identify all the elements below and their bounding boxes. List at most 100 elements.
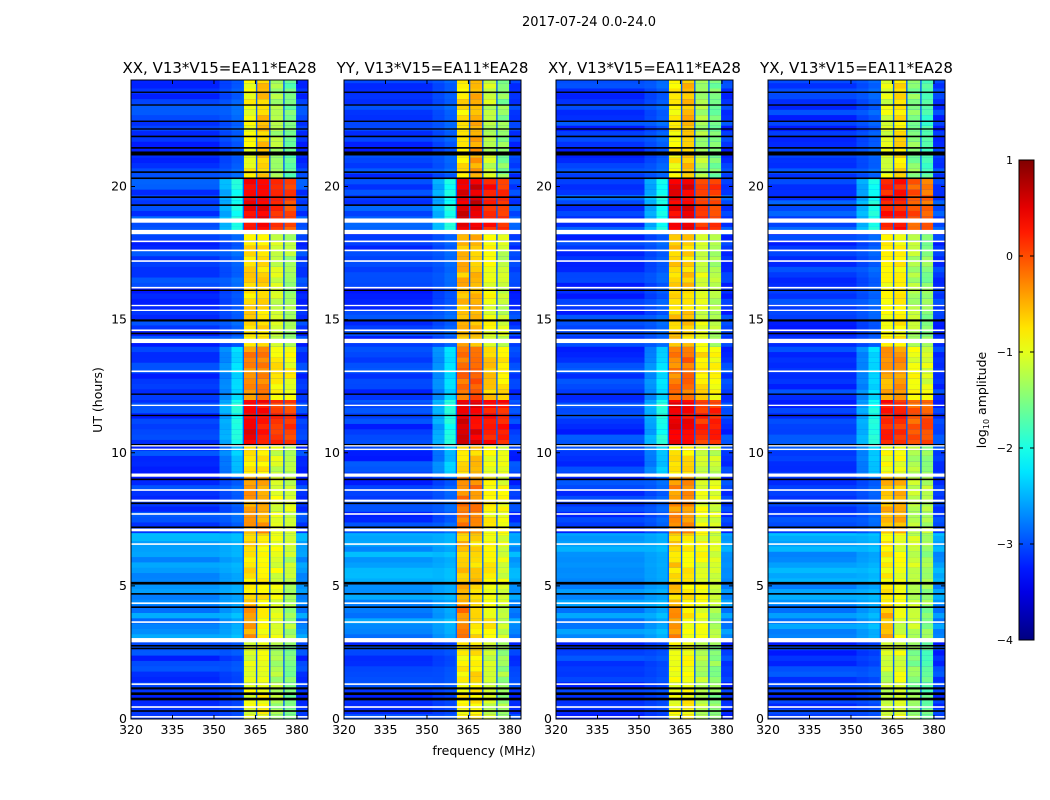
heatmap-cell [695, 604, 709, 608]
heatmap-cell [219, 221, 232, 227]
heatmap-cell [668, 521, 681, 528]
channel-separator [680, 476, 683, 533]
x-tick-label: 320 [544, 722, 568, 737]
flagged-zero-row [556, 91, 733, 93]
heatmap-cell [907, 479, 921, 486]
heatmap-cell [432, 199, 445, 206]
heatmap-cell [894, 545, 907, 552]
heatmap-cell [243, 141, 256, 148]
heatmap-cell [921, 199, 934, 206]
heatmap-cell [921, 521, 934, 528]
heatmap-cell [483, 612, 497, 619]
heatmap-cell [907, 314, 921, 321]
heatmap-cell [709, 676, 722, 683]
heatmap-cell [231, 221, 244, 227]
heatmap-cell [219, 532, 232, 536]
heatmap-cell [257, 239, 270, 246]
heatmap-cell [907, 87, 921, 94]
heatmap-cell [243, 428, 256, 435]
heatmap-cell [880, 655, 893, 661]
heatmap-cell [483, 239, 497, 246]
heatmap-cell [695, 221, 709, 227]
heatmap-cell [257, 205, 270, 211]
heatmap-cell [470, 293, 483, 299]
heatmap-cell [668, 394, 681, 400]
heatmap-cell [880, 428, 893, 435]
heatmap-cell [497, 221, 510, 227]
heatmap-cell [868, 103, 881, 110]
heatmap-cell [709, 303, 722, 310]
y-tick-label: 0 [544, 711, 552, 726]
x-tick-label: 365 [881, 722, 905, 737]
heatmap-cell [284, 423, 297, 430]
heatmap-cell [682, 255, 695, 262]
heatmap-cell [456, 633, 469, 640]
heatmap-cell [284, 561, 297, 568]
heatmap-cell [270, 178, 284, 185]
heatmap-cell [270, 167, 284, 174]
heatmap-cell [444, 87, 457, 94]
heatmap-cell [880, 556, 893, 563]
heatmap-cell [284, 80, 297, 84]
heatmap-cell [668, 351, 681, 358]
channel-separator [269, 444, 271, 477]
heatmap-cell [243, 649, 256, 656]
heatmap-cell [231, 479, 244, 486]
heatmap-cell [284, 167, 297, 174]
heatmap-cell [444, 532, 457, 536]
heatmap-cell [257, 455, 270, 462]
heatmap-cell [856, 644, 869, 651]
heatmap-cell [907, 210, 921, 217]
heatmap-cell [257, 324, 270, 331]
heatmap-cell [709, 205, 722, 211]
heatmap-cell [894, 293, 907, 299]
heatmap-cell [894, 125, 907, 132]
heatmap-cell [284, 593, 297, 600]
heatmap-cell [695, 418, 709, 424]
heatmap-cell [231, 234, 244, 241]
heatmap-cell [456, 340, 469, 347]
flagged-row [768, 309, 945, 311]
heatmap-cell [456, 418, 469, 424]
heatmap-cell [668, 367, 681, 374]
heatmap-cell [682, 114, 695, 121]
heatmap-cell [219, 567, 232, 574]
heatmap-cell [456, 125, 469, 132]
heatmap-cell [880, 593, 893, 600]
colorbar-label: log10 amplitude [974, 351, 991, 448]
heatmap-cell [656, 183, 669, 190]
heatmap-cell [856, 255, 869, 262]
heatmap-cell [682, 239, 695, 246]
heatmap-cell [456, 567, 469, 574]
heatmap-cell [682, 649, 695, 656]
channel-separator [496, 346, 498, 400]
heatmap-cell [483, 340, 497, 347]
heatmap-cell [880, 372, 893, 379]
heatmap-cell [243, 367, 256, 374]
heatmap-cell [907, 255, 921, 262]
heatmap-cell [483, 205, 497, 211]
heatmap-cell [470, 314, 483, 321]
heatmap-cell [497, 428, 510, 435]
channel-separator [694, 399, 696, 445]
heatmap-cell [444, 119, 457, 126]
heatmap-cell [868, 239, 881, 246]
heatmap-cell [856, 167, 869, 174]
heatmap-cell [656, 261, 669, 267]
heatmap-cell [880, 162, 893, 169]
heatmap-cell [257, 676, 270, 683]
heatmap-cell [470, 617, 483, 624]
heatmap-cell [497, 125, 510, 132]
heatmap-cell [709, 495, 722, 502]
heatmap-cell [257, 407, 270, 414]
heatmap-cell [257, 593, 270, 600]
heatmap-cell [921, 623, 934, 629]
heatmap-cell [868, 250, 881, 257]
heatmap-cell [709, 340, 722, 347]
heatmap-cell [644, 173, 657, 180]
heatmap-cell [284, 577, 297, 584]
heatmap-cell [894, 418, 907, 424]
heatmap-cell [907, 141, 921, 148]
heatmap-cell [695, 649, 709, 656]
heatmap-cell [243, 383, 256, 390]
